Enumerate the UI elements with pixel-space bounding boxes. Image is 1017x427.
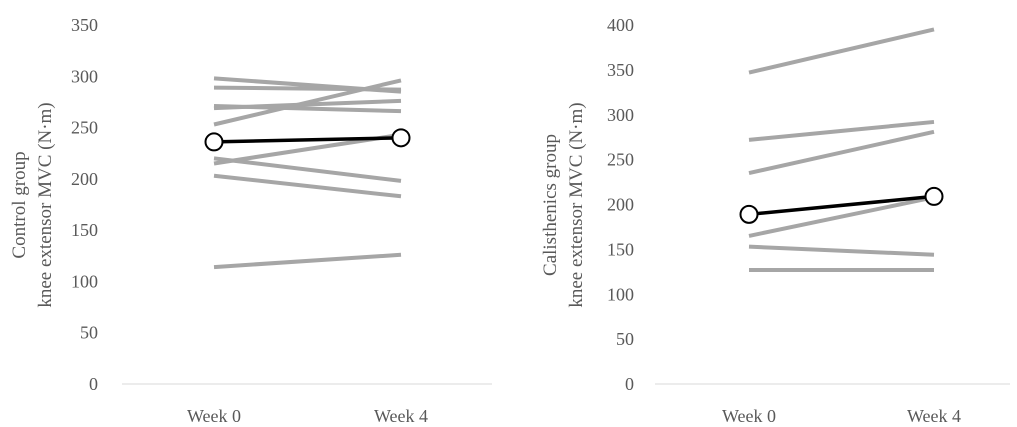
series-line [748, 129, 935, 176]
series-line [748, 27, 935, 75]
series-line [213, 156, 402, 183]
series-line [748, 244, 935, 257]
mean-marker [739, 204, 759, 224]
series-line [213, 173, 402, 199]
x-tick-label: Week 0 [722, 406, 776, 426]
y-axis-label: Calisthenics group [540, 134, 561, 276]
y-tick-label: 250 [607, 150, 634, 170]
y-tick-label: 400 [607, 15, 634, 35]
y-tick-label: 300 [71, 66, 98, 86]
y-tick-label: 150 [607, 239, 634, 259]
chart-2: 0 50 100 150 200 250 300 350 400 Week 0 Week 4 Cali… [540, 15, 1010, 426]
y-tick-label: 200 [607, 195, 634, 215]
mean-marker [924, 186, 944, 206]
chart-1: 0 50 100 150 200 250 300 350 Week 0 Week 4 Control… [9, 15, 492, 426]
y-axis-label: knee extensor MVC (N·m) [566, 102, 587, 307]
y-tick-label: 300 [607, 105, 634, 125]
series-line [748, 195, 935, 238]
series-line [213, 78, 402, 127]
y-axis-label: knee extensor MVC (N·m) [35, 102, 56, 307]
mean-line [213, 136, 402, 144]
x-tick-label: Week 4 [907, 406, 961, 426]
y-tick-label: 50 [616, 329, 634, 349]
mean-marker [391, 128, 411, 148]
y-tick-label: 0 [625, 374, 634, 394]
mean-marker [204, 132, 224, 152]
mean-line [748, 194, 935, 217]
y-tick-label: 350 [71, 15, 98, 35]
y-tick-label: 250 [71, 118, 98, 138]
series-line [213, 252, 402, 270]
y-axis-label: Control group [9, 151, 30, 258]
y-tick-label: 200 [71, 169, 98, 189]
y-tick-label: 100 [607, 284, 634, 304]
x-tick-label: Week 4 [374, 406, 428, 426]
y-tick-label: 350 [607, 60, 634, 80]
y-tick-label: 150 [71, 220, 98, 240]
series-line [748, 119, 935, 142]
y-tick-label: 100 [71, 271, 98, 291]
y-tick-label: 0 [89, 374, 98, 394]
y-tick-label: 50 [80, 323, 98, 343]
x-tick-label: Week 0 [187, 406, 241, 426]
